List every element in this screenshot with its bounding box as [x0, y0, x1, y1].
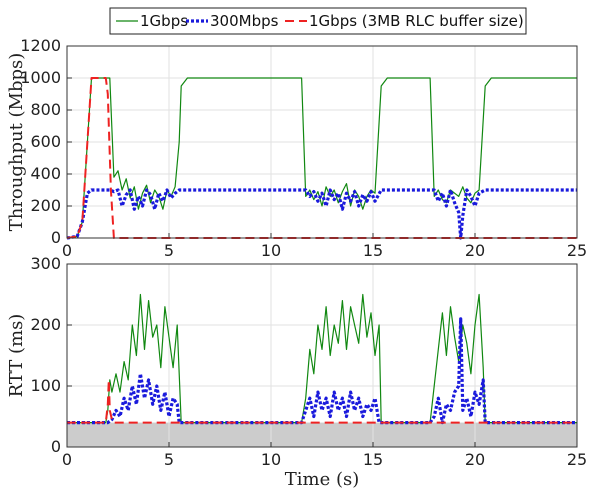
y-tick-label: 800	[30, 100, 61, 119]
legend: 1Gbps 300Mbps 1Gbps (3MB RLC buffer size)	[109, 7, 527, 35]
legend-label: 1Gbps (3MB RLC buffer size)	[309, 12, 524, 30]
y-tick-label: 200	[30, 196, 61, 215]
rtt-panel: 0 5 10 15 20 25 0 100 200 300 RTT (ms) Time (s)	[6, 254, 587, 490]
x-tick-label: 0	[62, 450, 72, 469]
legend-box	[109, 7, 527, 35]
y-tick-label: 100	[30, 376, 61, 395]
x-axis-label: Time (s)	[285, 469, 360, 490]
x-tick-label: 10	[261, 450, 281, 469]
x-tick-label: 25	[567, 241, 587, 260]
y-tick-label: 0	[51, 437, 61, 456]
y-tick-label: 1000	[20, 68, 61, 87]
x-tick-label: 20	[465, 450, 485, 469]
plot-area	[67, 264, 577, 447]
y-axis-label: Throughput (Mbps)	[6, 53, 27, 232]
x-tick-label: 5	[164, 450, 174, 469]
x-tick-label: 15	[363, 450, 383, 469]
plot-frame	[66, 263, 578, 448]
throughput-panel: 0 5 10 15 20 25 0 200 400 600 800 1000 1200Throughpu…	[6, 36, 587, 260]
legend-label: 1Gbps	[140, 12, 188, 30]
x-tick-label: 5	[164, 241, 174, 260]
x-tick-label: 0	[62, 241, 72, 260]
y-tick-label: 1200	[20, 36, 61, 55]
x-tick-label: 15	[363, 241, 383, 260]
y-axis-label: RTT (ms)	[6, 314, 27, 398]
y-tick-label: 300	[30, 254, 61, 273]
series-line	[66, 77, 577, 239]
y-tick-label: 200	[30, 315, 61, 334]
series-line	[66, 188, 577, 240]
x-tick-label: 10	[261, 241, 281, 260]
x-tick-label: 20	[465, 241, 485, 260]
series-line	[67, 317, 577, 425]
y-tick-label: 600	[30, 132, 61, 151]
y-tick-label: 400	[30, 164, 61, 183]
series-line	[67, 293, 577, 424]
plot-frame	[66, 45, 578, 239]
legend-label: 300Mbps	[210, 12, 279, 30]
x-tick-label: 25	[567, 450, 587, 469]
y-tick-label: 0	[51, 228, 61, 247]
baseline-band	[67, 422, 577, 447]
